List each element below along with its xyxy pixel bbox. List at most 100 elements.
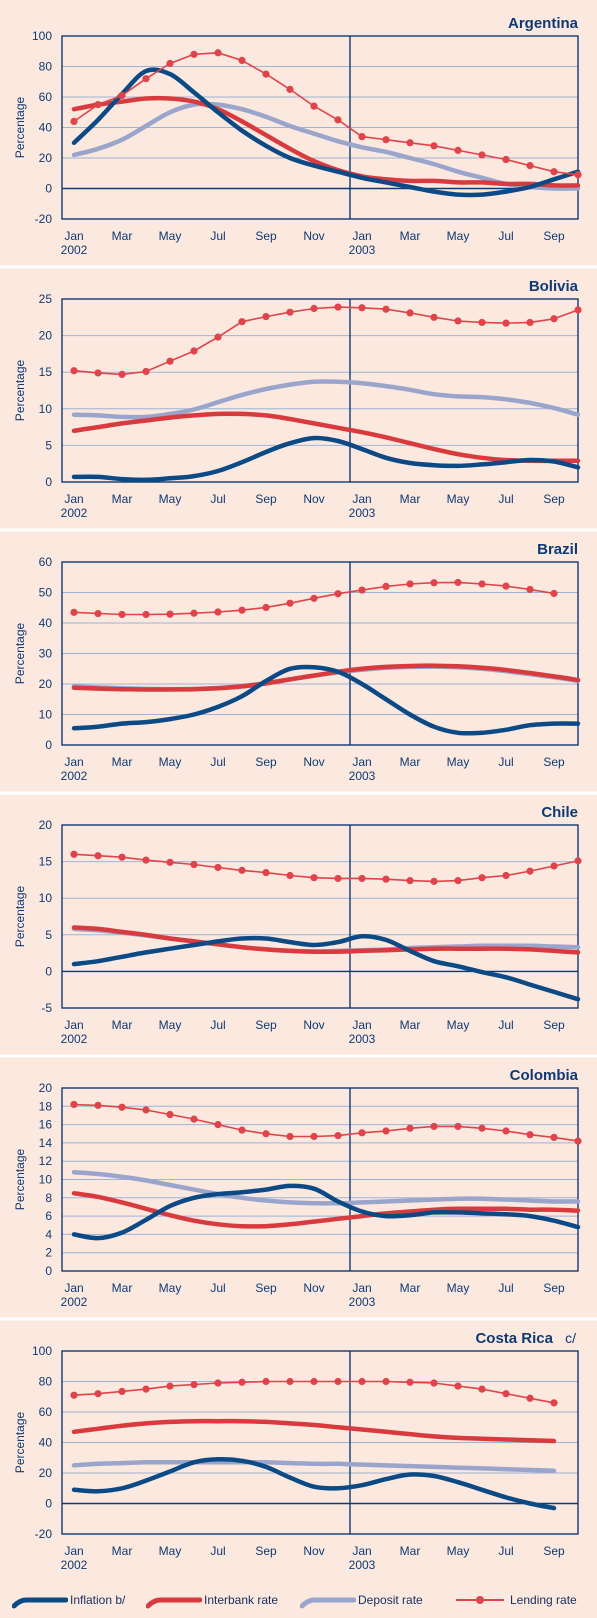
x-tick-label: Jan [64,1018,83,1032]
series-point-lending [166,610,174,618]
series-point-lending [310,594,318,602]
series-point-lending [94,609,102,618]
x-tick-label: Jan [352,1544,371,1558]
series-point-lending [358,1377,366,1386]
series-point-lending [454,1122,462,1131]
series-point-lending [454,578,462,587]
x-tick-label: Jan [352,1018,371,1032]
series-line-inflation [71,933,581,1002]
series-point-lending [334,1377,342,1386]
plot-frame [61,824,579,1009]
series-point-lending [238,56,246,64]
series-point-lending [118,1387,126,1396]
y-tick-label: 0 [45,182,52,196]
series-line-deposit [71,1460,557,1473]
plot-frame [61,298,579,483]
series-point-lending [142,367,150,376]
chart-title: Costa Rica [475,1330,553,1347]
series-point-lending [262,70,270,78]
x-tick-label: May [159,492,182,506]
series-point-lending [502,1390,510,1398]
x-tick-label: Mar [400,755,421,769]
x-tick-label: Nov [303,1281,324,1295]
x-tick-label: Sep [255,1018,277,1032]
series-point-lending [478,1124,486,1132]
y-tick-label: 16 [39,1118,53,1132]
series-point-lending [94,1390,102,1398]
series-line-lending [73,306,579,376]
y-tick-label: 12 [39,1154,53,1168]
chart-panel: Argentina -20 0 20 40 60 80 100 Percentage Jan Mar… [13,15,582,257]
series-point-lending [238,866,246,874]
series-point-lending [70,1391,78,1399]
x-tick-label: Sep [255,755,277,769]
y-tick-label: 0 [45,1497,52,1511]
chart-panel: Brazil 0 10 20 30 40 50 60 Percentage Jan Mar May Ju… [0,528,597,783]
x-year-label: 2002 [61,1295,88,1309]
series-point-lending [550,589,558,598]
x-tick-label: Mar [112,229,133,243]
series-line-lending [73,1103,579,1142]
x-tick-label: Jan [64,492,83,506]
series-point-lending [262,312,270,321]
series-point-lending [382,1377,390,1386]
series-point-lending [286,85,294,93]
x-tick-label: Sep [255,492,277,506]
x-tick-label: Jul [210,1281,225,1295]
y-tick-label: 80 [39,1375,53,1389]
legend-label-lending: Lending rate [510,1593,577,1607]
series-point-lending [70,367,78,375]
x-year-label: 2002 [61,769,88,783]
series-point-lending [406,1378,414,1386]
series-line-deposit [71,101,581,191]
series-point-lending [166,1110,174,1119]
series-point-lending [406,1124,414,1132]
x-tick-label: Sep [543,492,565,506]
series-point-lending [550,168,558,176]
series-point-lending [406,877,414,885]
y-tick-label: 50 [39,586,53,600]
x-tick-label: Sep [543,229,565,243]
chart-title-note: c/ [565,1330,576,1346]
x-tick-label: Sep [543,1018,565,1032]
series-point-lending [190,1380,198,1389]
x-year-label: 2002 [61,1032,88,1046]
x-tick-label: May [447,229,470,243]
legend-label-interbank: Interbank rate [204,1593,279,1607]
x-tick-label: Sep [255,229,277,243]
x-tick-label: Mar [400,1281,421,1295]
series-point-lending [334,590,342,598]
series-point-lending [358,133,366,141]
x-tick-label: May [159,1281,182,1295]
series-point-lending [454,317,462,325]
y-tick-label: -20 [35,212,53,226]
y-tick-label: 100 [32,1344,52,1358]
legend-label-inflation: Inflation b/ [70,1593,126,1607]
x-tick-label: Mar [400,492,421,506]
series-point-lending [526,1131,534,1139]
x-tick-label: Mar [112,1544,133,1558]
chart-panel: Colombia 0 2 4 6 8 10 12 14 16 18 20 Percentage Jan Ma… [0,1054,597,1309]
x-tick-label: Nov [303,229,324,243]
series-point-lending [574,857,582,865]
x-tick-label: Mar [112,492,133,506]
x-tick-label: Jul [210,755,225,769]
plot-frame [61,35,579,220]
series-line-inflation [71,1183,581,1241]
y-tick-label: 20 [39,818,53,832]
y-tick-label: -20 [35,1527,53,1541]
x-tick-label: Mar [112,1281,133,1295]
plot-frame [61,1087,579,1272]
series-point-lending [70,608,78,616]
series-point-lending [190,50,198,58]
x-tick-label: Nov [303,492,324,506]
series-point-lending [214,1379,222,1387]
series-point-lending [478,318,486,327]
chart-title: Colombia [510,1067,579,1084]
legend: Inflation b/ Interbank rate Deposit rate… [0,1588,597,1616]
plot-frame [61,1350,579,1535]
x-tick-label: Jul [210,1018,225,1032]
series-point-lending [550,862,558,870]
series-point-lending [358,874,366,883]
